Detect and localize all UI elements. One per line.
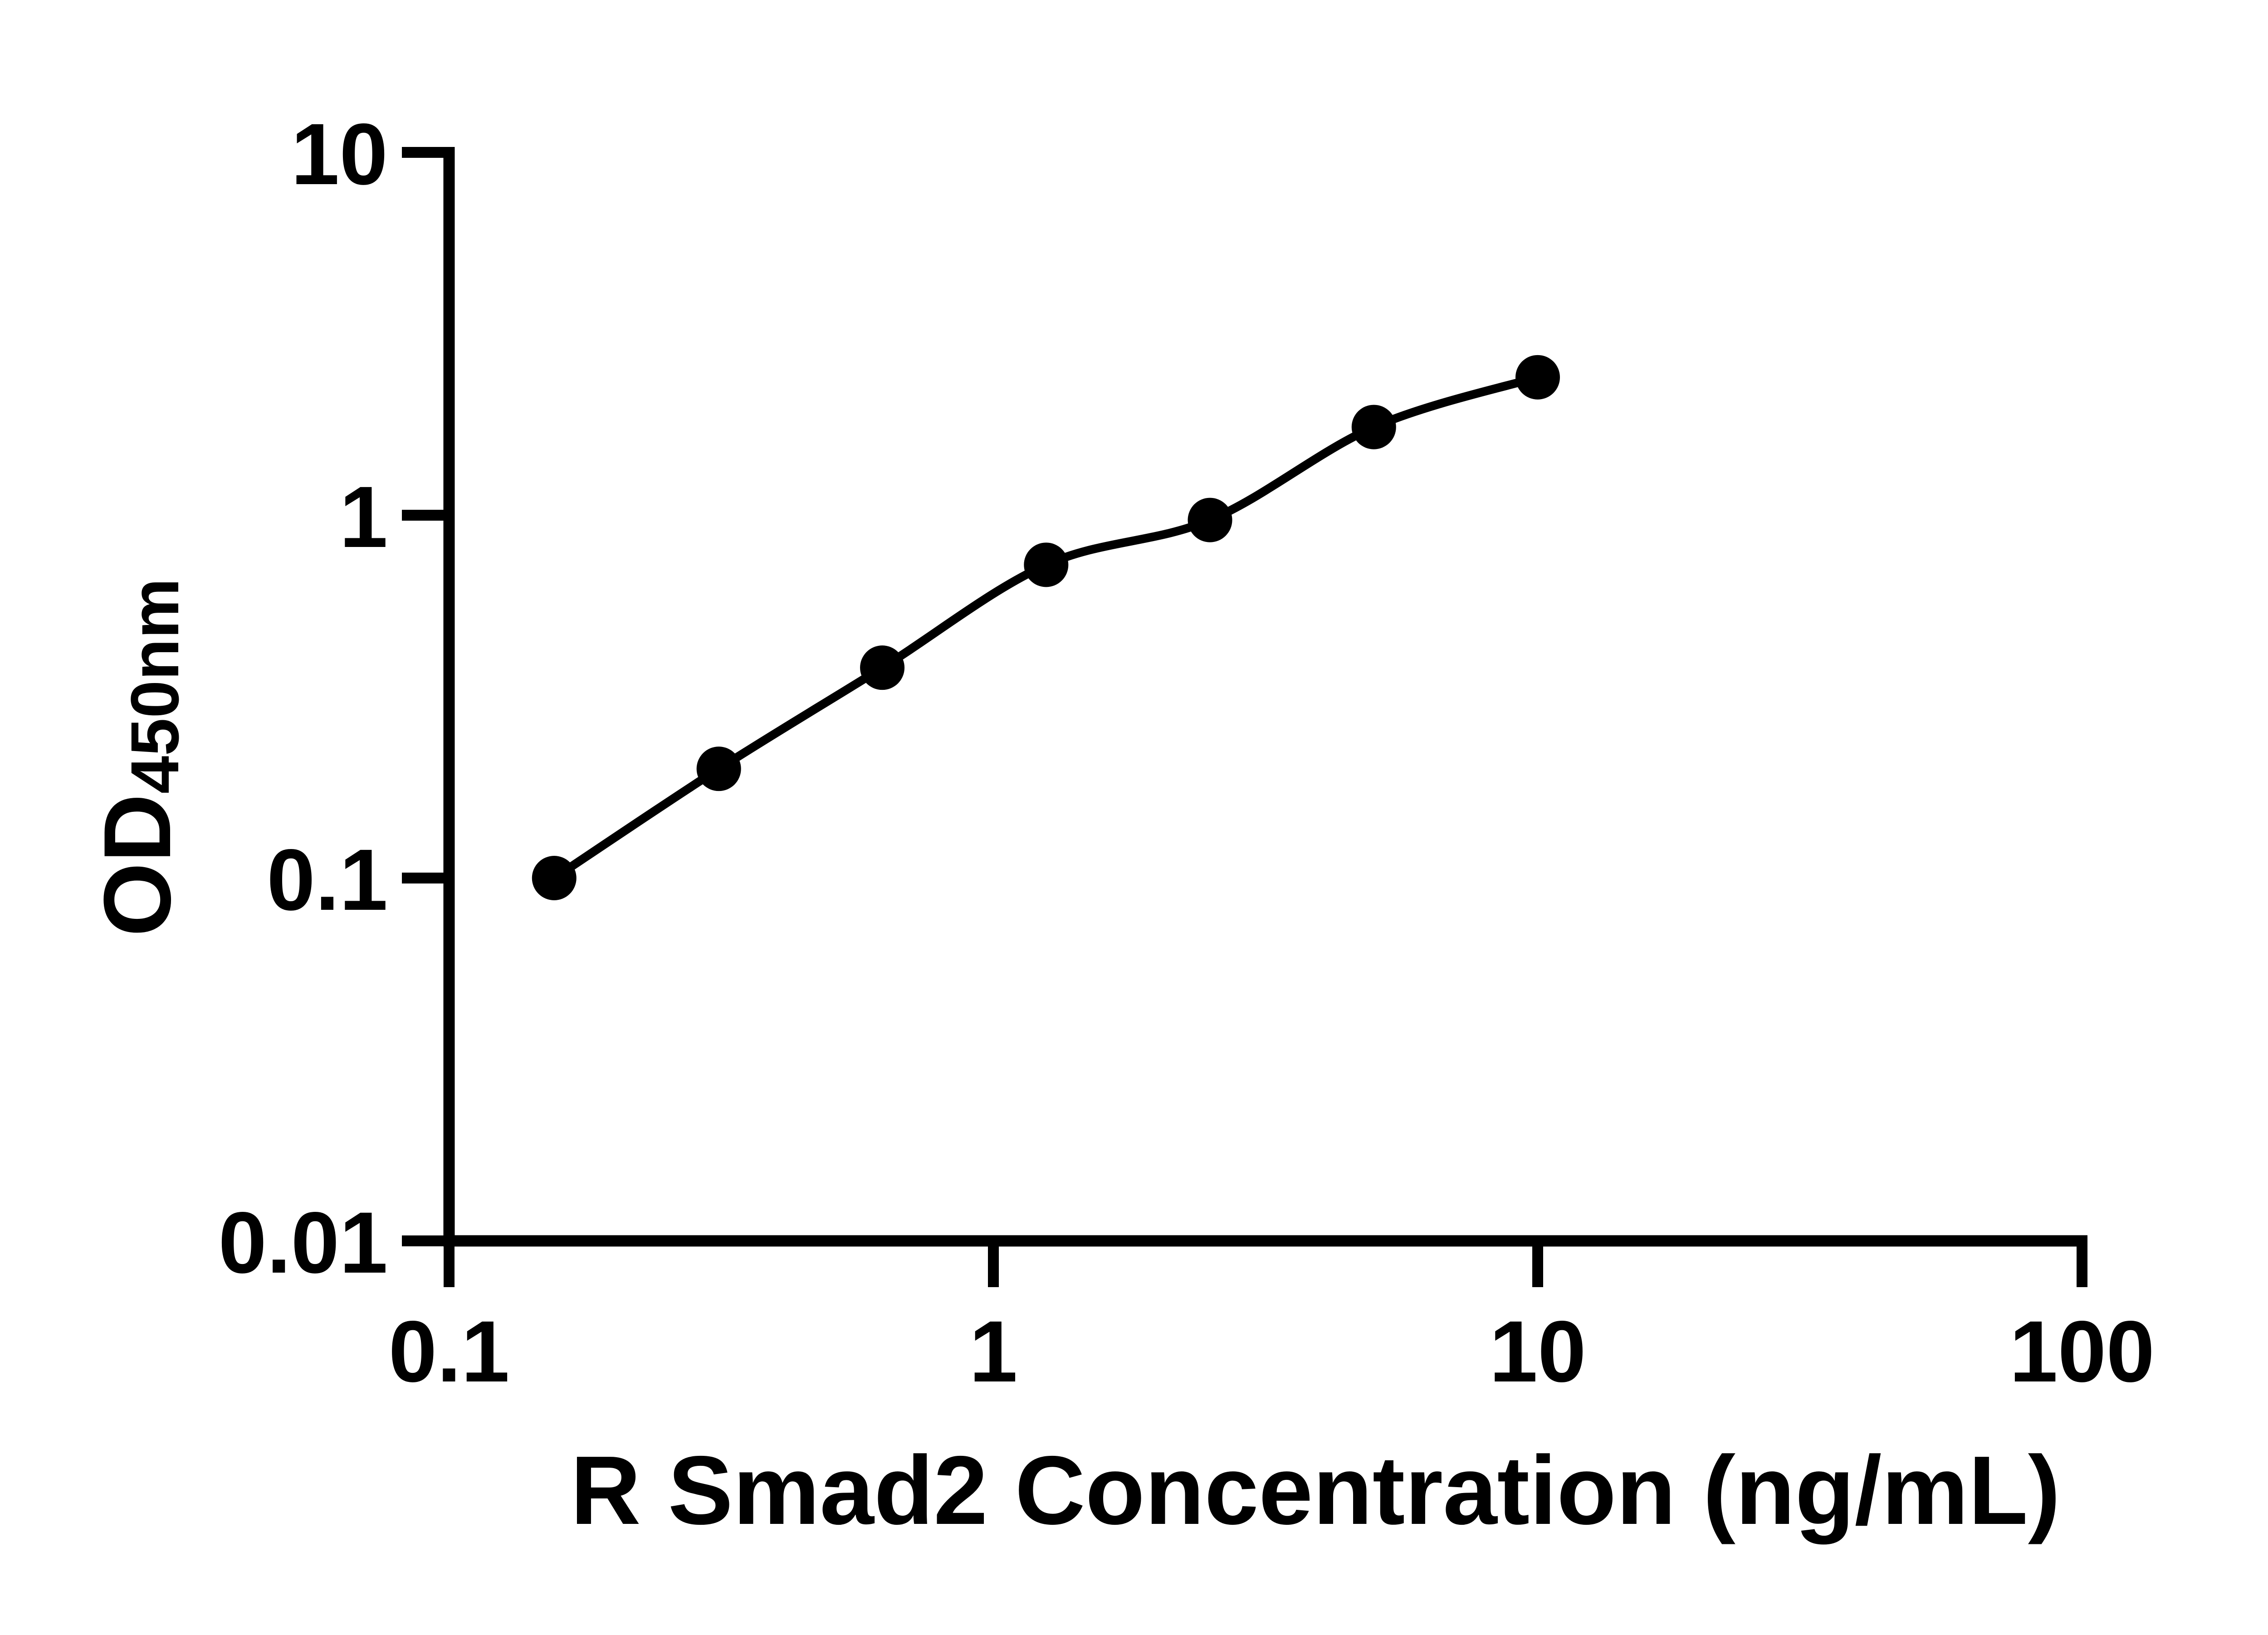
y-axis-title-main: OD (84, 794, 191, 937)
x-tick-label: 1 (969, 1303, 1018, 1400)
y-tick-label: 10 (291, 105, 388, 203)
x-tick-label: 10 (1489, 1303, 1586, 1400)
y-axis-tick-labels: 10 1 0.1 0.01 (218, 105, 388, 1291)
fitted-curve-line (552, 373, 1539, 882)
y-axis-ticks (402, 147, 450, 1246)
x-tick-label: 100 (2009, 1303, 2155, 1400)
data-point-marker (1515, 355, 1560, 400)
data-point-markers (532, 355, 1560, 900)
data-point-marker (696, 747, 741, 791)
axes (402, 147, 2087, 1287)
y-tick-label: 0.1 (267, 831, 388, 928)
data-point-marker (860, 645, 905, 690)
y-tick-label: 0.01 (218, 1194, 388, 1291)
data-point-marker (532, 856, 577, 900)
y-axis-title-subscript: 450nm (117, 578, 193, 794)
y-tick-label: 1 (339, 468, 388, 566)
data-point-marker (1188, 498, 1232, 542)
data-point-marker (1351, 405, 1396, 449)
y-axis-title: OD450nm (84, 578, 193, 937)
x-tick-label: 0.1 (389, 1303, 510, 1400)
data-point-marker (1024, 542, 1069, 587)
data-series (532, 355, 1560, 900)
x-axis-title: R Smad2 Concentration (ng/mL) (571, 1435, 2061, 1545)
x-axis-ticks (444, 1240, 2087, 1287)
x-axis-tick-labels: 0.1 1 10 100 (389, 1303, 2155, 1400)
